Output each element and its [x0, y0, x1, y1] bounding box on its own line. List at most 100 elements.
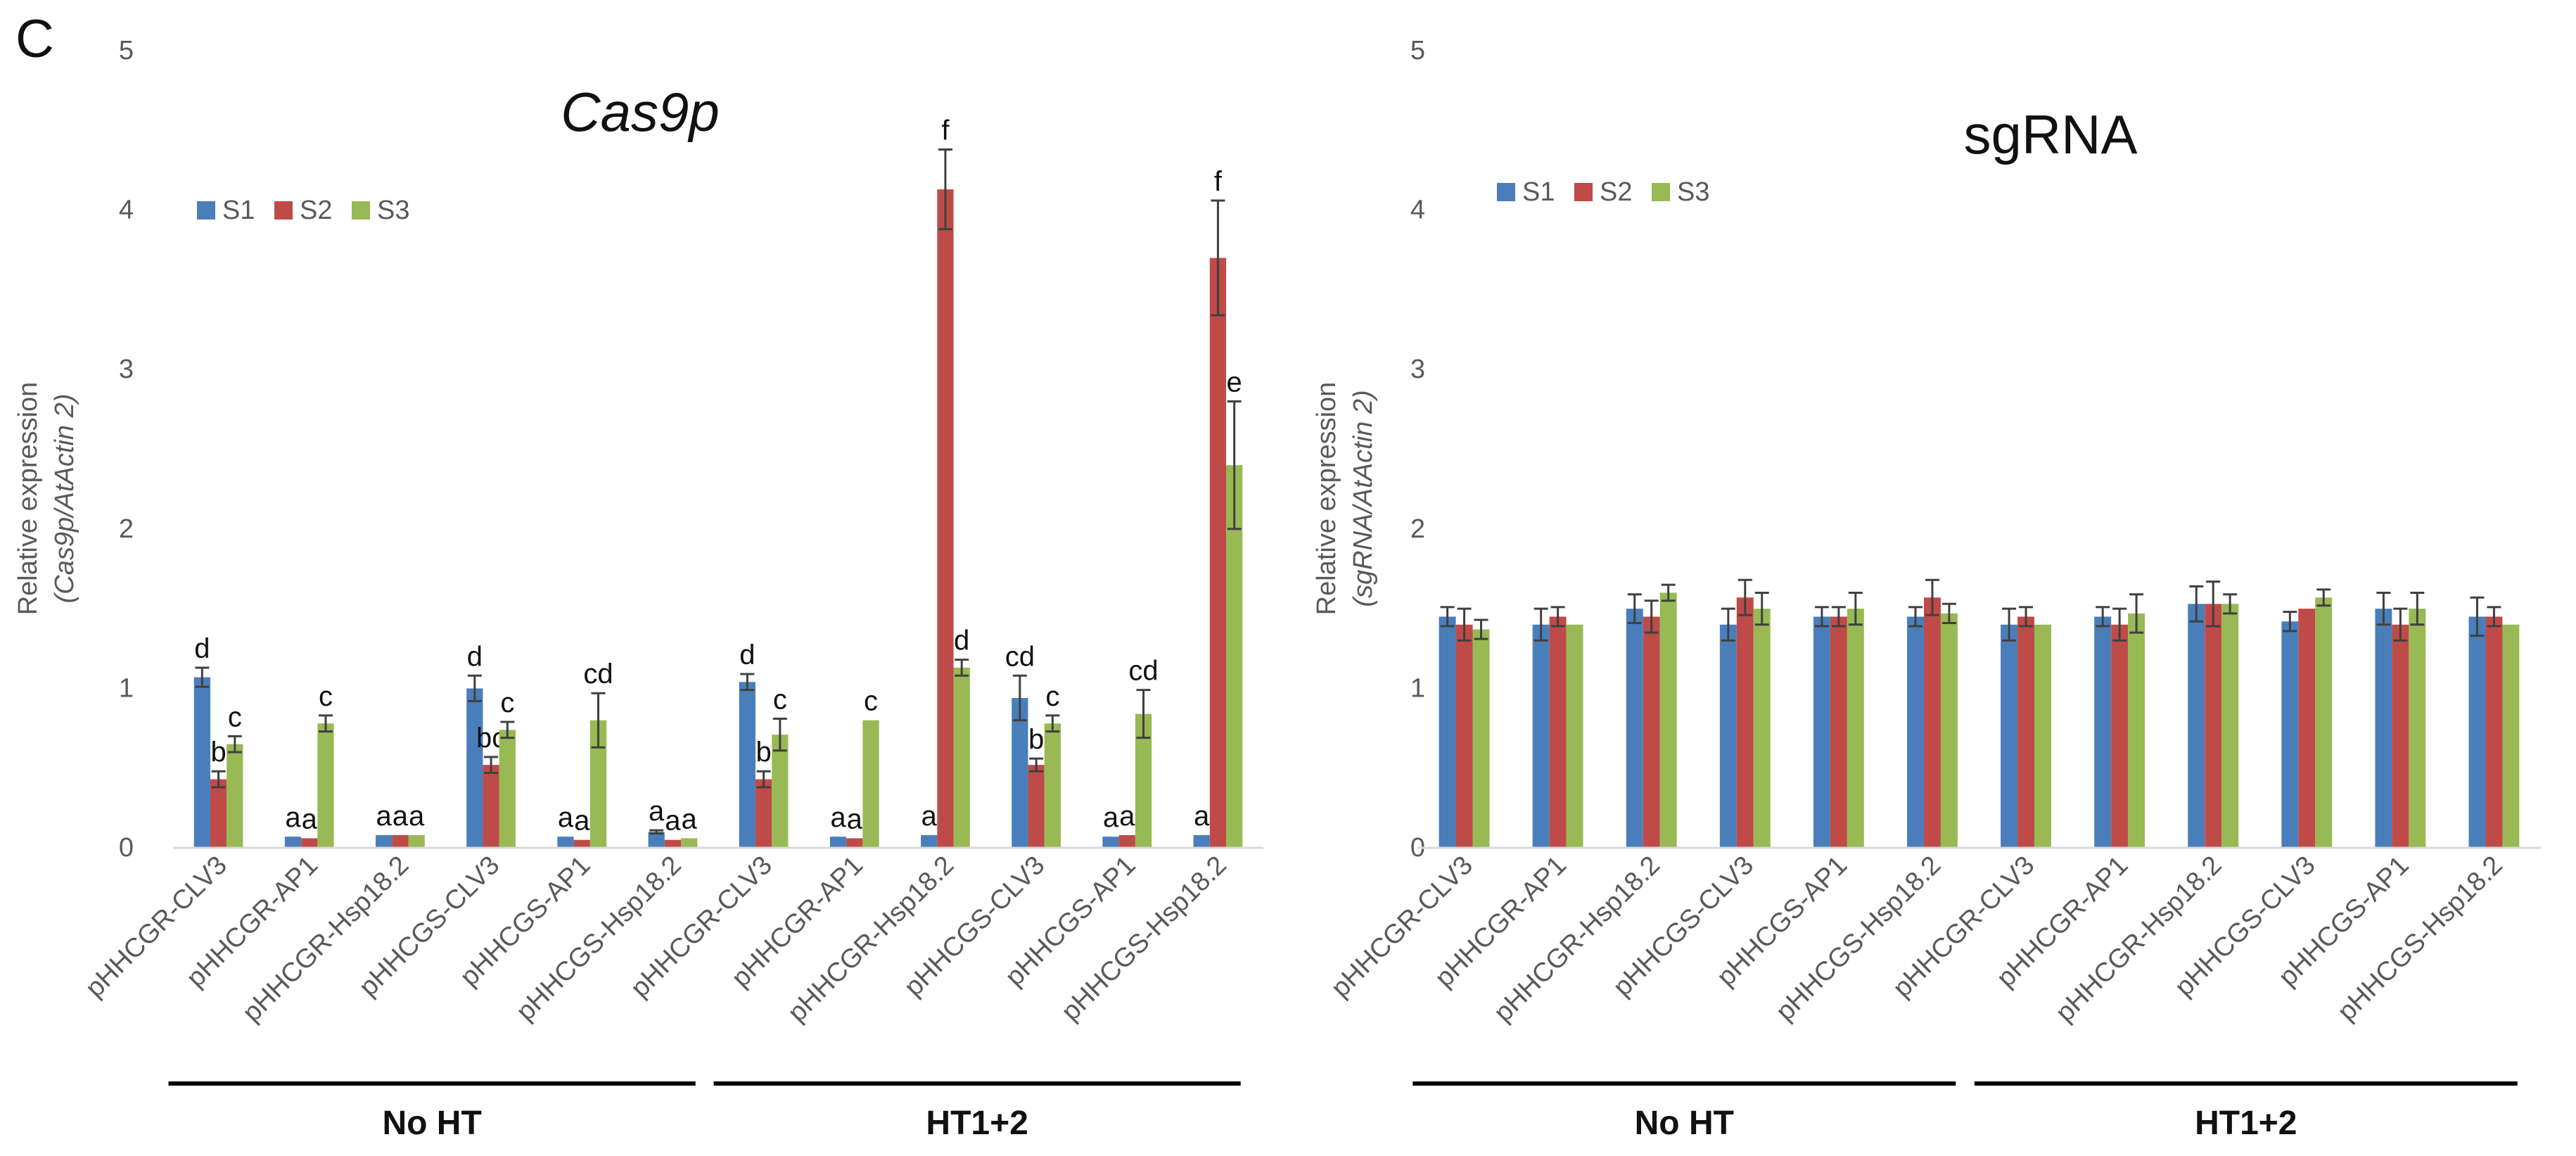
- significance-label: a: [558, 802, 574, 833]
- bar-s3: [1566, 624, 1583, 848]
- x-tick-label: pHHCGR-Hsp18.2: [782, 851, 959, 1028]
- significance-label: c: [1045, 681, 1059, 712]
- legend-label: S2: [1600, 177, 1632, 207]
- significance-label: a: [649, 796, 665, 827]
- legend-swatch: [197, 201, 215, 220]
- legend-swatch: [352, 201, 370, 220]
- group-label: HT1+2: [2195, 1105, 2297, 1142]
- y-axis-title: Relative expression: [1312, 382, 1341, 616]
- y-tick-label: 4: [1410, 196, 1425, 225]
- bar-s2: [2111, 624, 2129, 848]
- bar-s3: [1940, 613, 1958, 848]
- y-tick-label: 1: [1410, 673, 1425, 703]
- significance-label: c: [500, 687, 514, 718]
- bar-s1: [1532, 624, 1550, 848]
- significance-label: c: [773, 684, 787, 715]
- bar-s2: [2205, 604, 2222, 848]
- group-label: HT1+2: [926, 1105, 1028, 1142]
- x-tick-label: pHHCGS-Hsp18.2: [1771, 851, 1947, 1027]
- legend-label: S3: [1677, 177, 1709, 207]
- bar-s2: [210, 779, 227, 848]
- bar-s1: [2001, 624, 2018, 848]
- y-tick-label: 2: [1410, 514, 1425, 544]
- legend-swatch: [1574, 183, 1593, 201]
- bar-s2: [1830, 616, 1847, 848]
- bar-s2: [1028, 765, 1045, 848]
- y-tick-label: 2: [119, 514, 134, 544]
- chart-title: sgRNA: [1963, 103, 2137, 165]
- x-tick-label: pHHCGR-Hsp18.2: [237, 851, 414, 1028]
- x-tick-label: pHHCGS-Hsp18.2: [1056, 851, 1232, 1027]
- legend-label: S3: [377, 196, 409, 225]
- significance-label: cd: [1005, 641, 1035, 672]
- y-tick-label: 4: [119, 196, 134, 225]
- bar-s2: [2017, 616, 2035, 848]
- bar-s2: [1736, 597, 1754, 848]
- bar-s1: [2281, 621, 2299, 848]
- bar-s1: [739, 682, 755, 848]
- bar-s2: [1209, 258, 1227, 849]
- bar-s3: [2128, 613, 2145, 848]
- bar-s1: [2468, 616, 2486, 848]
- y-tick-label: 0: [119, 833, 134, 863]
- bar-s1: [1907, 616, 1924, 848]
- bar-s2: [2298, 609, 2316, 848]
- bar-s2: [755, 779, 772, 848]
- bar-s1: [2375, 609, 2392, 848]
- bar-s1: [1012, 697, 1028, 848]
- bar-s2: [1643, 616, 1660, 848]
- significance-label: d: [194, 633, 210, 664]
- bar-s2: [573, 839, 590, 848]
- bar-s2: [2485, 616, 2503, 848]
- panel-letter: C: [15, 9, 54, 69]
- bar-s3: [1135, 713, 1152, 848]
- significance-label: a: [574, 806, 590, 837]
- bar-s1: [466, 688, 483, 848]
- significance-label: d: [954, 625, 969, 656]
- y-tick-label: 1: [119, 673, 134, 703]
- y-tick-label: 3: [119, 355, 134, 384]
- x-tick-label: pHHCGR-Hsp18.2: [2050, 851, 2227, 1028]
- bar-s3: [1472, 629, 1490, 848]
- bar-s2: [483, 765, 499, 848]
- significance-label: b: [755, 737, 771, 768]
- significance-label: f: [941, 115, 950, 146]
- legend-label: S2: [300, 196, 332, 225]
- significance-label: c: [228, 701, 242, 732]
- significance-label: cd: [1128, 656, 1158, 687]
- bar-s2: [1923, 597, 1941, 848]
- significance-label: c: [319, 681, 333, 712]
- legend-label: S1: [1522, 177, 1555, 207]
- significance-label: a: [393, 801, 409, 832]
- bar-s3: [408, 834, 425, 848]
- bar-s1: [1719, 624, 1737, 848]
- significance-label: a: [1103, 802, 1119, 833]
- significance-label: a: [376, 801, 393, 832]
- significance-label: a: [409, 801, 425, 832]
- significance-label: a: [847, 804, 863, 834]
- bar-s1: [2094, 616, 2112, 848]
- x-tick-label: pHHCGS-Hsp18.2: [2332, 851, 2508, 1027]
- bar-s3: [681, 838, 698, 848]
- x-tick-label: pHHCGS-Hsp18.2: [511, 851, 687, 1027]
- bar-s3: [227, 744, 243, 848]
- y-axis-subtitle: (sgRNA/AtActin 2): [1348, 390, 1378, 606]
- bar-s3: [772, 735, 789, 848]
- legend-swatch: [274, 201, 293, 220]
- bar-s1: [1439, 616, 1456, 848]
- significance-label: a: [1194, 801, 1210, 832]
- significance-label: a: [302, 804, 318, 834]
- bar-s2: [664, 839, 682, 848]
- bar-s2: [937, 189, 954, 849]
- chart-title: Cas9p: [561, 81, 719, 143]
- y-tick-label: 5: [119, 36, 134, 65]
- y-axis-title: Relative expression: [13, 382, 43, 616]
- significance-label: c: [864, 686, 878, 717]
- significance-label: b: [1028, 724, 1044, 755]
- significance-label: a: [665, 806, 681, 837]
- bar-s2: [846, 838, 863, 848]
- bar-s2: [1455, 624, 1473, 848]
- bar-s2: [392, 834, 409, 848]
